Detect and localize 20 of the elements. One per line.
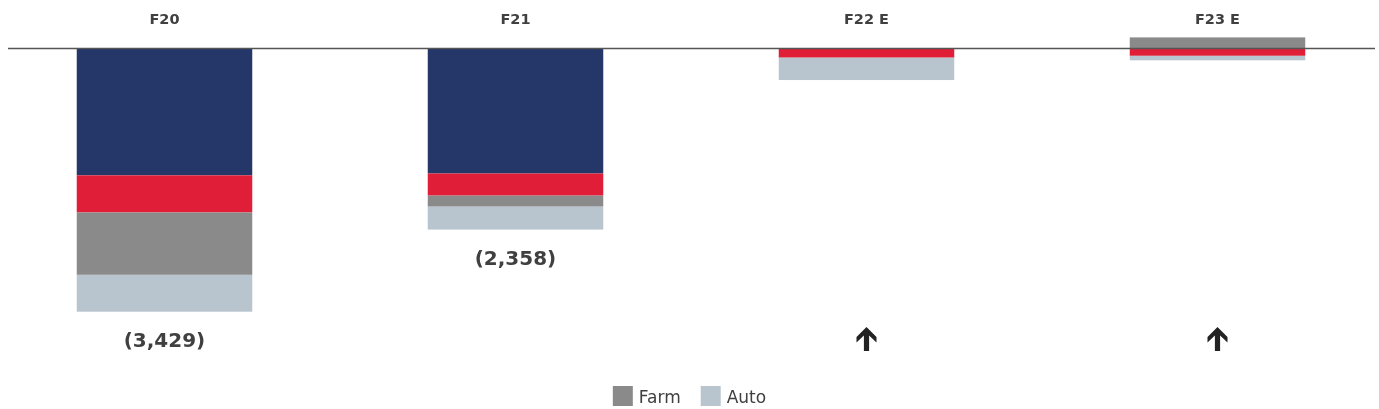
annotation: (3,429) [123, 327, 206, 352]
x-tick-label: F22 E [843, 11, 890, 27]
bar [427, 173, 604, 196]
bar [778, 57, 955, 81]
bar [427, 195, 604, 207]
bar [76, 274, 253, 312]
bar [1129, 37, 1306, 49]
bar [1129, 48, 1306, 56]
bar [778, 48, 955, 58]
annotation: (2,358) [474, 245, 557, 270]
bar [76, 175, 253, 213]
legend-label: Auto [726, 386, 767, 407]
legend-label: Farm [638, 386, 681, 407]
x-tick-label: F21 [500, 11, 531, 27]
bar [427, 206, 604, 230]
bar [427, 48, 604, 174]
bar [76, 212, 253, 275]
x-tick-label: F23 E [1194, 11, 1241, 27]
x-tick-label: F20 [149, 11, 180, 27]
bar [76, 48, 253, 176]
